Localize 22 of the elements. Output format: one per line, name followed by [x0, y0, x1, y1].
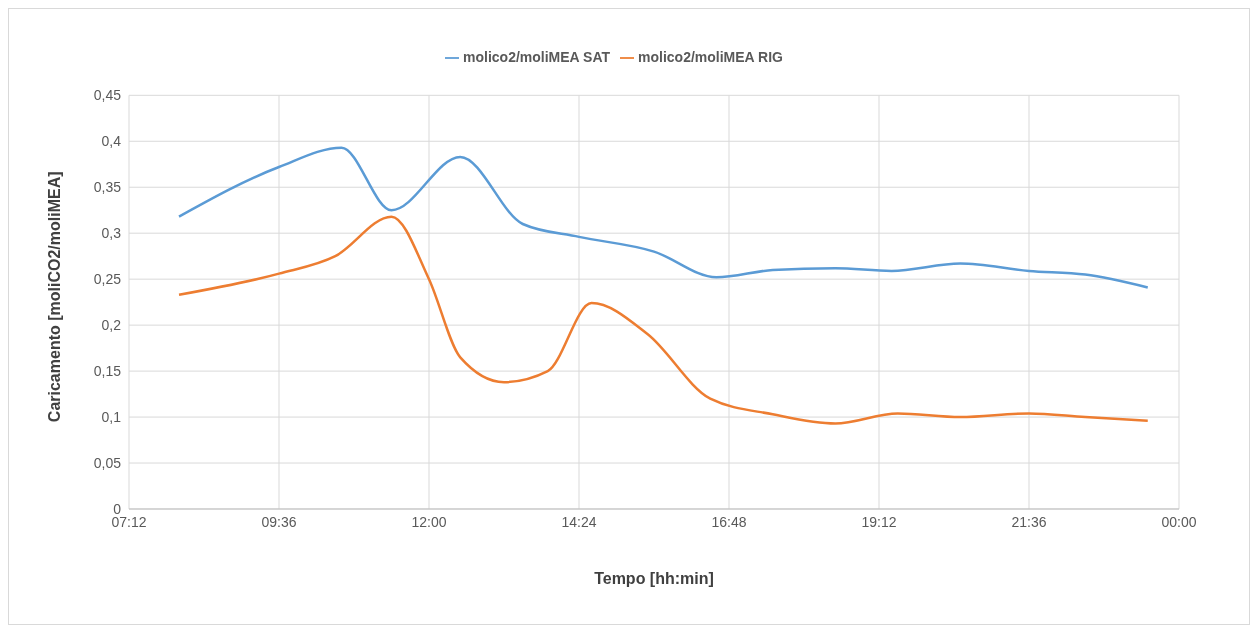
x-tick-label: 21:36: [1011, 513, 1047, 530]
x-tick-label: 12:00: [411, 513, 447, 530]
y-tick-label: 0,3: [101, 225, 122, 242]
line-series: [177, 215, 1149, 425]
legend-label: molico2/moliMEA RIG: [638, 49, 783, 65]
legend-label: molico2/moliMEA SAT: [463, 49, 611, 65]
y-tick-label: 0,25: [93, 271, 122, 288]
x-axis-title: Tempo [hh:min]: [594, 570, 714, 587]
y-tick-label: 0,05: [93, 455, 122, 471]
y-tick-label: 0,4: [101, 133, 122, 150]
y-tick-label: 0,45: [93, 87, 122, 104]
y-tick-label: 0,35: [93, 179, 122, 196]
y-tick-label: 0,2: [101, 317, 122, 334]
line-series: [177, 146, 1149, 289]
x-tick-label: 14:24: [561, 513, 597, 530]
y-axis-title: Caricamento [moliCO2/moliMEA]: [45, 171, 63, 423]
x-tick-label: 16:48: [711, 513, 747, 530]
y-tick-label: 0,1: [101, 409, 122, 426]
x-tick-label: 09:36: [261, 513, 297, 530]
x-tick-label: 00:00: [1161, 513, 1197, 530]
x-tick-label: 19:12: [861, 513, 897, 530]
y-tick-label: 0,15: [93, 363, 122, 380]
